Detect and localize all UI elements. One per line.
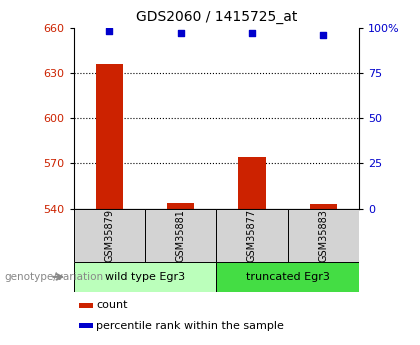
Bar	[96, 64, 123, 209]
Bar	[167, 203, 194, 209]
Text: genotype/variation: genotype/variation	[4, 272, 103, 282]
Text: GSM35877: GSM35877	[247, 209, 257, 262]
Bar	[239, 157, 265, 209]
Point	[177, 30, 184, 36]
Bar	[310, 204, 337, 209]
Point	[106, 28, 113, 34]
Title: GDS2060 / 1415725_at: GDS2060 / 1415725_at	[136, 10, 297, 24]
Text: GSM35883: GSM35883	[318, 209, 328, 262]
Text: percentile rank within the sample: percentile rank within the sample	[96, 321, 284, 331]
FancyBboxPatch shape	[216, 262, 359, 292]
Text: GSM35879: GSM35879	[104, 209, 114, 262]
FancyBboxPatch shape	[288, 209, 359, 262]
Text: wild type Egr3: wild type Egr3	[105, 272, 185, 282]
Text: truncated Egr3: truncated Egr3	[246, 272, 330, 282]
FancyBboxPatch shape	[145, 209, 216, 262]
FancyBboxPatch shape	[74, 209, 145, 262]
Text: GSM35881: GSM35881	[176, 209, 186, 262]
Bar	[79, 324, 93, 328]
FancyBboxPatch shape	[216, 209, 288, 262]
Point	[249, 30, 255, 36]
Point	[320, 32, 327, 38]
Text: count: count	[96, 300, 127, 310]
FancyBboxPatch shape	[74, 262, 216, 292]
Bar	[79, 303, 93, 308]
